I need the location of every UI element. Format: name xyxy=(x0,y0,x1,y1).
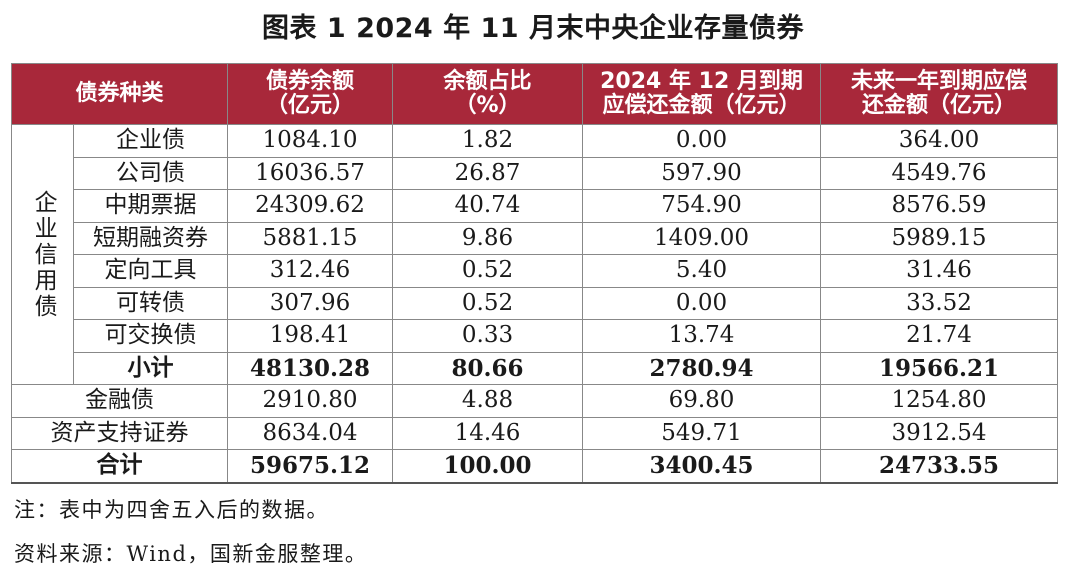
cell-dec: 3400.45 xyxy=(582,449,822,484)
cell-dec: 754.90 xyxy=(582,189,822,223)
source-note: 资料来源：Wind，国新金服整理。 xyxy=(14,542,368,566)
table-row: 短期融资券 5881.15 9.86 1409.00 5989.15 xyxy=(12,221,1059,255)
cell-year: 364.00 xyxy=(820,124,1059,158)
cell-year: 31.46 xyxy=(820,254,1059,288)
group-label-credit-bonds: 企业信用债 xyxy=(11,124,74,385)
cell-share: 0.52 xyxy=(392,286,584,320)
row-name: 可转债 xyxy=(72,286,229,320)
table-row: 中期票据 24309.62 40.74 754.90 8576.59 xyxy=(12,189,1059,223)
cell-year: 8576.59 xyxy=(820,189,1059,223)
cell-year: 5989.15 xyxy=(820,221,1059,255)
row-name: 中期票据 xyxy=(72,189,229,223)
header-december-due: 2024 年 12 月到期 应偿还金额（亿元） xyxy=(582,63,822,125)
cell-year: 1254.80 xyxy=(820,384,1059,418)
cell-year: 4549.76 xyxy=(820,156,1059,190)
cell-year: 21.74 xyxy=(820,319,1059,353)
row-name: 公司债 xyxy=(72,156,229,190)
cell-share: 1.82 xyxy=(392,124,584,158)
header-row: 债券种类 债券余额 （亿元） 余额占比 （%） 2024 年 12 月到期 应偿… xyxy=(10,63,1059,125)
cell-share: 4.88 xyxy=(392,384,584,418)
cell-balance: 16036.57 xyxy=(227,156,394,190)
cell-share: 100.00 xyxy=(392,449,584,484)
cell-share: 0.33 xyxy=(392,319,584,353)
cell-share: 14.46 xyxy=(392,416,584,450)
table-row: 公司债 16036.57 26.87 597.90 4549.76 xyxy=(12,156,1059,190)
cell-dec: 0.00 xyxy=(582,124,822,158)
table-row: 定向工具 312.46 0.52 5.40 31.46 xyxy=(12,254,1059,288)
table-row: 可转债 307.96 0.52 0.00 33.52 xyxy=(12,286,1059,320)
cell-balance: 8634.04 xyxy=(227,416,394,450)
row-name: 小计 xyxy=(72,351,229,385)
table-title: 图表 1 2024 年 11 月末中央企业存量债券 xyxy=(261,13,804,44)
cell-dec: 549.71 xyxy=(582,416,822,450)
footnote: 注：表中为四舍五入后的数据。 xyxy=(14,498,329,522)
cell-year: 19566.21 xyxy=(820,351,1059,385)
cell-dec: 2780.94 xyxy=(582,351,822,385)
cell-share: 80.66 xyxy=(392,351,584,385)
row-name: 企业债 xyxy=(72,124,229,158)
row-name: 短期融资券 xyxy=(72,221,229,255)
cell-balance: 1084.10 xyxy=(227,124,394,158)
cell-year: 33.52 xyxy=(820,286,1059,320)
cell-balance: 2910.80 xyxy=(227,384,394,418)
header-one-year-due: 未来一年到期应偿 还金额（亿元） xyxy=(820,63,1059,125)
bond-table: 债券种类 债券余额 （亿元） 余额占比 （%） 2024 年 12 月到期 应偿… xyxy=(10,63,1059,484)
cell-balance: 24309.62 xyxy=(227,189,394,223)
table-row: 金融债 2910.80 4.88 69.80 1254.80 xyxy=(10,384,1059,418)
cell-balance: 198.41 xyxy=(227,319,394,353)
table-row: 可交换债 198.41 0.33 13.74 21.74 xyxy=(12,319,1059,353)
cell-dec: 597.90 xyxy=(582,156,822,190)
cell-dec: 5.40 xyxy=(582,254,822,288)
cell-balance: 59675.12 xyxy=(227,449,394,484)
row-name: 金融债 xyxy=(10,384,229,418)
cell-balance: 312.46 xyxy=(227,254,394,288)
cell-dec: 1409.00 xyxy=(582,221,822,255)
cell-share: 0.52 xyxy=(392,254,584,288)
total-row: 合计 59675.12 100.00 3400.45 24733.55 xyxy=(10,449,1059,484)
cell-share: 9.86 xyxy=(392,221,584,255)
row-name: 定向工具 xyxy=(72,254,229,288)
cell-year: 24733.55 xyxy=(820,449,1059,484)
cell-dec: 13.74 xyxy=(582,319,822,353)
header-balance: 债券余额 （亿元） xyxy=(227,63,394,125)
row-name: 可交换债 xyxy=(72,319,229,353)
cell-balance: 48130.28 xyxy=(227,351,394,385)
subtotal-row: 小计 48130.28 80.66 2780.94 19566.21 xyxy=(12,351,1059,385)
cell-dec: 0.00 xyxy=(582,286,822,320)
table-row: 资产支持证券 8634.04 14.46 549.71 3912.54 xyxy=(10,416,1059,450)
row-name: 资产支持证券 xyxy=(10,416,229,450)
cell-year: 3912.54 xyxy=(820,416,1059,450)
row-name: 合计 xyxy=(10,449,229,484)
header-share: 余额占比 （%） xyxy=(392,63,584,125)
cell-share: 26.87 xyxy=(392,156,584,190)
cell-dec: 69.80 xyxy=(582,384,822,418)
cell-balance: 5881.15 xyxy=(227,221,394,255)
cell-balance: 307.96 xyxy=(227,286,394,320)
table-row: 企业信用债 企业债 1084.10 1.82 0.00 364.00 xyxy=(11,124,1059,385)
header-type: 债券种类 xyxy=(10,63,229,125)
cell-share: 40.74 xyxy=(392,189,584,223)
